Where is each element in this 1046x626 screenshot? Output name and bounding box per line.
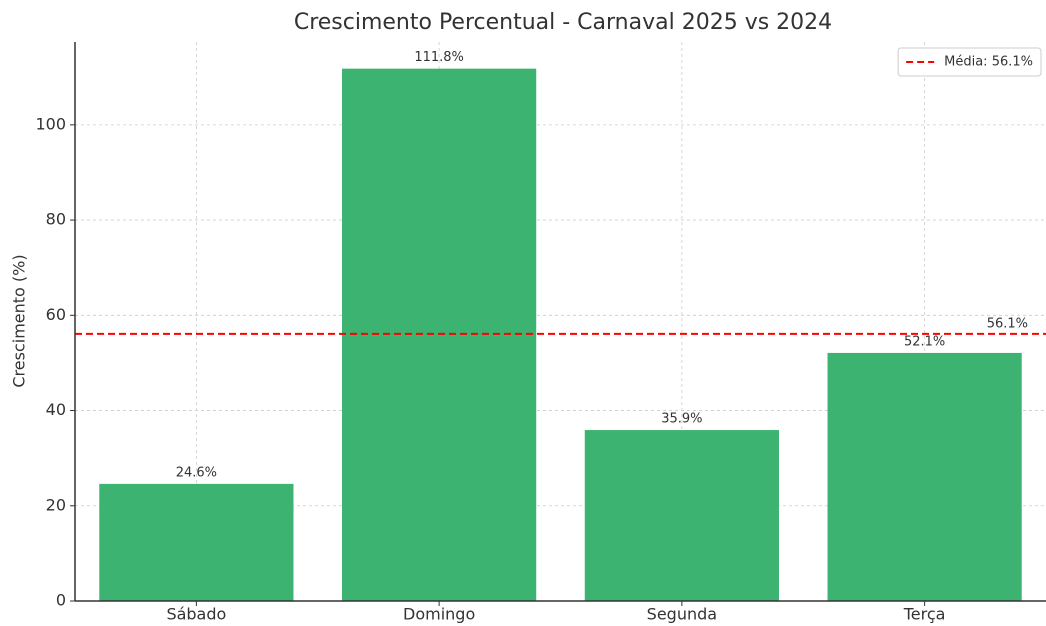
x-tick-label: Terça — [903, 605, 946, 624]
y-tick-label: 0 — [56, 591, 66, 610]
legend-label: Média: 56.1% — [944, 55, 1033, 70]
chart-title: Crescimento Percentual - Carnaval 2025 v… — [294, 10, 832, 35]
x-tick-label: Domingo — [403, 605, 475, 624]
y-tick-label: 60 — [46, 305, 66, 324]
y-tick-label: 20 — [46, 495, 66, 514]
legend: Média: 56.1% — [897, 47, 1042, 77]
y-tick-label: 80 — [46, 210, 66, 229]
x-tick-label: Sábado — [166, 605, 226, 624]
value-label: 24.6% — [176, 465, 217, 480]
value-label: 111.8% — [414, 50, 464, 65]
legend-box — [897, 47, 1042, 77]
y-axis-label: Crescimento (%) — [10, 254, 29, 387]
y-tick-label: 40 — [46, 400, 66, 419]
value-label: 52.1% — [904, 334, 945, 349]
bar — [584, 430, 779, 601]
value-label: 35.9% — [661, 412, 702, 427]
x-tick-label: Segunda — [647, 605, 717, 624]
bar — [99, 483, 294, 601]
y-tick-label: 100 — [35, 114, 66, 133]
bar — [827, 352, 1022, 601]
mean-label: 56.1% — [987, 316, 1028, 331]
